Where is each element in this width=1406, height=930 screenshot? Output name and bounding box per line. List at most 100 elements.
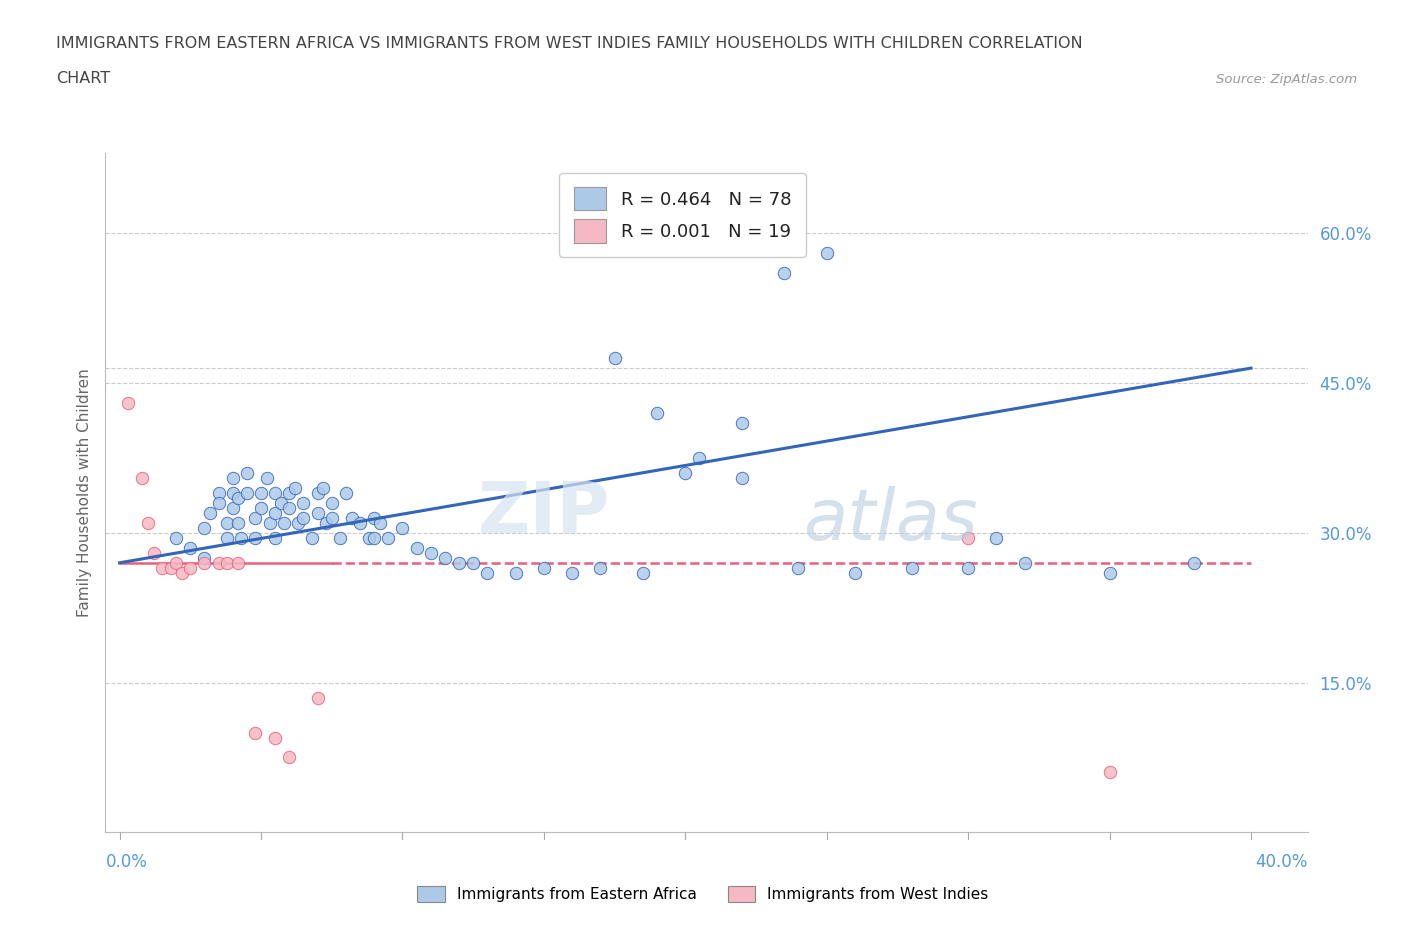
Point	[231, 530, 253, 545]
Point	[136, 515, 159, 530]
Point	[787, 561, 810, 576]
Point	[1184, 555, 1206, 570]
Point	[957, 530, 980, 545]
Point	[207, 496, 229, 511]
Point	[307, 485, 329, 500]
Point	[957, 561, 980, 576]
Text: IMMIGRANTS FROM EASTERN AFRICA VS IMMIGRANTS FROM WEST INDIES FAMILY HOUSEHOLDS : IMMIGRANTS FROM EASTERN AFRICA VS IMMIGR…	[56, 36, 1083, 51]
Point	[391, 521, 413, 536]
Point	[179, 540, 201, 555]
Point	[673, 466, 696, 481]
Point	[222, 485, 245, 500]
Point	[340, 511, 363, 525]
Point	[433, 551, 456, 565]
Point	[900, 561, 922, 576]
Point	[533, 561, 555, 576]
Text: ZIP: ZIP	[478, 479, 610, 548]
Point	[217, 555, 239, 570]
Point	[363, 530, 385, 545]
Text: 40.0%: 40.0%	[1256, 853, 1308, 870]
Point	[131, 471, 153, 485]
Point	[278, 500, 301, 515]
Point	[335, 485, 357, 500]
Point	[645, 405, 668, 420]
Point	[307, 505, 329, 520]
Point	[292, 511, 315, 525]
Y-axis label: Family Households with Children: Family Households with Children	[76, 368, 91, 618]
Point	[357, 530, 380, 545]
Legend: Immigrants from Eastern Africa, Immigrants from West Indies: Immigrants from Eastern Africa, Immigran…	[412, 880, 994, 909]
Point	[170, 565, 193, 580]
Point	[603, 351, 626, 365]
Point	[307, 690, 329, 705]
Point	[142, 545, 165, 560]
Point	[198, 505, 221, 520]
Point	[159, 561, 181, 576]
Text: 0.0%: 0.0%	[105, 853, 148, 870]
Point	[368, 515, 391, 530]
Point	[228, 490, 250, 505]
Point	[264, 730, 287, 745]
Point	[447, 555, 470, 570]
Point	[193, 555, 215, 570]
Point	[561, 565, 583, 580]
Point	[589, 561, 612, 576]
Point	[217, 515, 239, 530]
Point	[1098, 565, 1121, 580]
Legend: R = 0.464   N = 78, R = 0.001   N = 19: R = 0.464 N = 78, R = 0.001 N = 19	[560, 173, 806, 257]
Point	[731, 416, 754, 431]
Point	[165, 555, 187, 570]
Point	[405, 540, 427, 555]
Point	[245, 725, 267, 740]
Point	[207, 485, 229, 500]
Text: CHART: CHART	[56, 71, 110, 86]
Point	[349, 515, 371, 530]
Point	[264, 530, 287, 545]
Point	[193, 521, 215, 536]
Point	[321, 511, 343, 525]
Point	[250, 500, 273, 515]
Point	[193, 551, 215, 565]
Point	[321, 496, 343, 511]
Point	[844, 565, 866, 580]
Point	[217, 530, 239, 545]
Point	[773, 266, 796, 281]
Point	[228, 555, 250, 570]
Point	[505, 565, 527, 580]
Point	[284, 481, 307, 496]
Point	[222, 471, 245, 485]
Point	[815, 246, 838, 260]
Point	[292, 496, 315, 511]
Point	[264, 505, 287, 520]
Point	[250, 485, 273, 500]
Point	[986, 530, 1008, 545]
Point	[1098, 765, 1121, 780]
Point	[256, 471, 278, 485]
Point	[236, 466, 259, 481]
Point	[117, 395, 139, 410]
Point	[419, 545, 441, 560]
Point	[207, 555, 229, 570]
Point	[287, 515, 309, 530]
Point	[245, 530, 267, 545]
Point	[688, 450, 710, 465]
Point	[377, 530, 399, 545]
Point	[222, 500, 245, 515]
Point	[264, 485, 287, 500]
Point	[278, 485, 301, 500]
Point	[278, 750, 301, 764]
Point	[150, 561, 173, 576]
Text: atlas: atlas	[803, 485, 977, 554]
Point	[315, 515, 337, 530]
Point	[477, 565, 499, 580]
Point	[1014, 555, 1036, 570]
Point	[631, 565, 654, 580]
Point	[273, 515, 295, 530]
Point	[363, 511, 385, 525]
Point	[228, 515, 250, 530]
Text: Source: ZipAtlas.com: Source: ZipAtlas.com	[1216, 73, 1357, 86]
Point	[731, 471, 754, 485]
Point	[179, 561, 201, 576]
Point	[236, 485, 259, 500]
Point	[245, 511, 267, 525]
